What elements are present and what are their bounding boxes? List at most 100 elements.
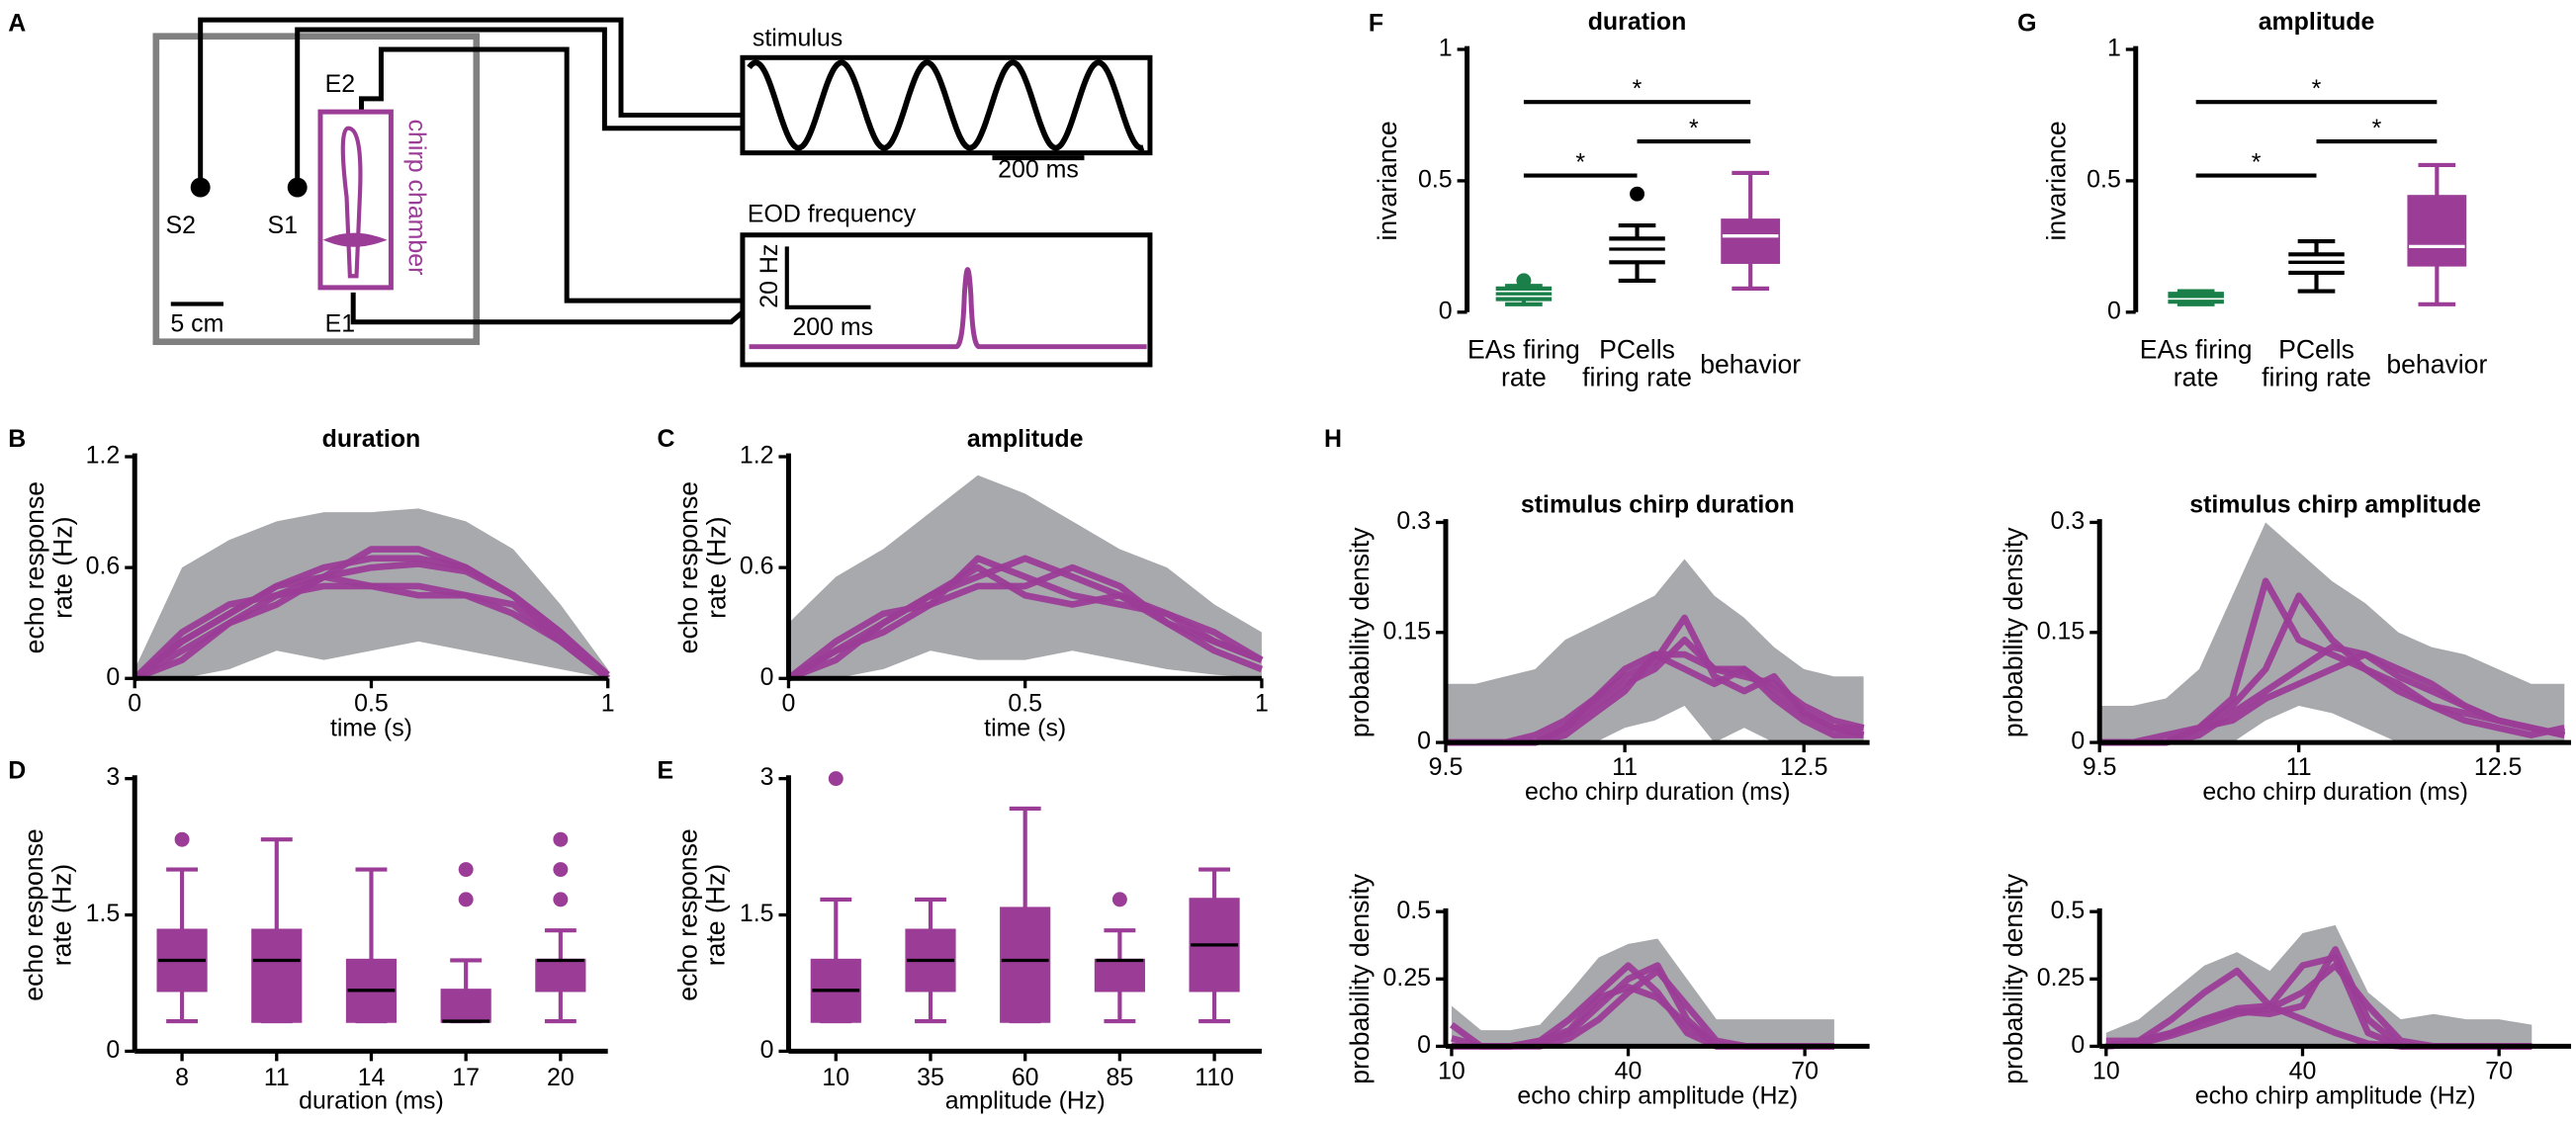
- chart-title: stimulus chirp amplitude: [2189, 490, 2481, 518]
- panel-label: F: [1369, 10, 1383, 38]
- significance-star: *: [2252, 149, 2262, 177]
- tank-outline: [152, 33, 481, 346]
- y-tick-label: 0.6: [740, 553, 774, 580]
- y-tick-label: 0.25: [1383, 964, 1431, 992]
- x-tick-label: 35: [917, 1064, 944, 1091]
- y-axis-label-box: echo response rate (Hz): [21, 480, 78, 654]
- x-tick-label: 9.5: [1429, 753, 1464, 781]
- y-axis-label-box: probability density: [1999, 873, 2028, 1084]
- significance-star: *: [1633, 75, 1643, 103]
- stimulus-label: stimulus: [753, 25, 843, 52]
- chart-title: duration: [1588, 8, 1687, 36]
- chart-title: stimulus chirp duration: [1521, 490, 1795, 518]
- significance-star: *: [1689, 115, 1699, 142]
- x-axis-label: duration (ms): [299, 1086, 444, 1114]
- y-tick-label: 0: [760, 663, 774, 691]
- confidence-band: [1445, 559, 1864, 743]
- y-axis-label: invariance: [2042, 121, 2072, 241]
- panel-label: H: [1324, 425, 1342, 453]
- x-tick-label: 12.5: [2474, 753, 2522, 781]
- x-axis-label: time (s): [330, 714, 412, 741]
- box: [440, 989, 491, 1023]
- x-tick-label: PCells firing rate: [2262, 336, 2371, 393]
- data-line: [133, 573, 610, 681]
- box: [2407, 195, 2467, 267]
- y-axis-label-box: invariance: [2042, 121, 2072, 241]
- x-axis-label: amplitude (Hz): [945, 1086, 1106, 1114]
- confidence-band: [2099, 522, 2565, 743]
- outlier: [553, 892, 569, 907]
- setup-diagram: [152, 17, 1153, 368]
- y-tick-label: 3: [760, 763, 774, 791]
- y-tick-label: 1.5: [740, 900, 774, 927]
- significance-star: *: [1575, 149, 1585, 177]
- y-tick-label: 0: [1417, 728, 1431, 755]
- scale-label: 5 cm: [170, 310, 223, 338]
- chart-line: [786, 475, 1264, 682]
- x-tick-label: 1: [601, 689, 615, 717]
- outlier: [174, 831, 190, 847]
- x-tick-label: EAs firing rate: [1467, 336, 1580, 393]
- electrode-label: E2: [325, 70, 355, 98]
- y-axis-label: invariance: [1374, 121, 1402, 241]
- x-tick-label: 20: [547, 1064, 575, 1091]
- x-tick-label-box: EAs firing rate: [2140, 337, 2253, 392]
- scale-bar: [784, 246, 871, 309]
- x-axis-label: echo chirp amplitude (Hz): [2195, 1082, 2476, 1110]
- y-axis-label-box: probability density: [1346, 527, 1374, 737]
- y-tick-label: 0: [1439, 297, 1453, 324]
- outlier: [553, 831, 569, 847]
- eod-trace: [749, 267, 1147, 350]
- x-tick-label: 60: [1012, 1064, 1039, 1091]
- box: [1721, 218, 1781, 264]
- x-tick-label: 10: [822, 1064, 849, 1091]
- x-tick-label: behavior: [2386, 350, 2488, 380]
- x-tick-label: 0: [782, 689, 796, 717]
- y-tick-label: 0.3: [1396, 507, 1431, 535]
- scale-label: 200 ms: [998, 156, 1079, 184]
- chart-title: amplitude: [967, 425, 1084, 453]
- data-line: [133, 546, 610, 682]
- y-tick-label: 0: [106, 1036, 120, 1064]
- data-line: [786, 555, 1264, 681]
- outlier: [1111, 892, 1127, 907]
- x-tick-label: 0.5: [1008, 689, 1042, 717]
- y-axis-label-box: echo response rate (Hz): [22, 828, 77, 1000]
- outlier: [553, 862, 569, 878]
- x-tick-label: PCells firing rate: [1582, 336, 1692, 393]
- eod-box: [740, 232, 1153, 368]
- y-axis-label: probability density: [1999, 873, 2028, 1084]
- chart-line: [1445, 559, 1865, 746]
- y-tick-label: 1.2: [86, 442, 121, 470]
- y-tick-label: 0.6: [86, 553, 121, 580]
- chart-title: duration: [322, 425, 421, 453]
- box: [1000, 906, 1051, 1023]
- scale-label: 20 Hz: [755, 244, 783, 308]
- x-tick-label-box: behavior: [2386, 350, 2488, 380]
- y-tick-label: 0.5: [1396, 897, 1431, 924]
- x-tick-label: 9.5: [2083, 753, 2117, 781]
- eod-label: EOD frequency: [748, 200, 917, 227]
- x-tick-label: 10: [2092, 1058, 2120, 1085]
- chart-title: amplitude: [2259, 8, 2375, 36]
- electrode-label: S1: [268, 212, 298, 239]
- fish: [340, 126, 363, 279]
- y-axis-label-box: probability density: [1346, 874, 1374, 1084]
- x-tick-label: 0: [128, 689, 141, 717]
- fish-fin: [322, 232, 388, 247]
- x-tick-label: 40: [1615, 1058, 1643, 1085]
- data-line: [2099, 650, 2566, 746]
- y-tick-label: 0: [1417, 1031, 1431, 1059]
- y-tick-label: 0.5: [2087, 165, 2121, 193]
- electrode-label: E1: [325, 310, 355, 338]
- y-tick-label: 0: [760, 1036, 774, 1064]
- y-axis-label-box: echo response rate (Hz): [675, 828, 731, 1000]
- chirp-chamber: [317, 109, 394, 291]
- panel-label: G: [2017, 10, 2036, 38]
- panel-label: C: [658, 425, 675, 453]
- data-line: [786, 563, 1264, 682]
- x-tick-label: 11: [1612, 753, 1638, 781]
- y-axis-label: echo response rate (Hz): [21, 480, 78, 654]
- wire: [198, 17, 743, 181]
